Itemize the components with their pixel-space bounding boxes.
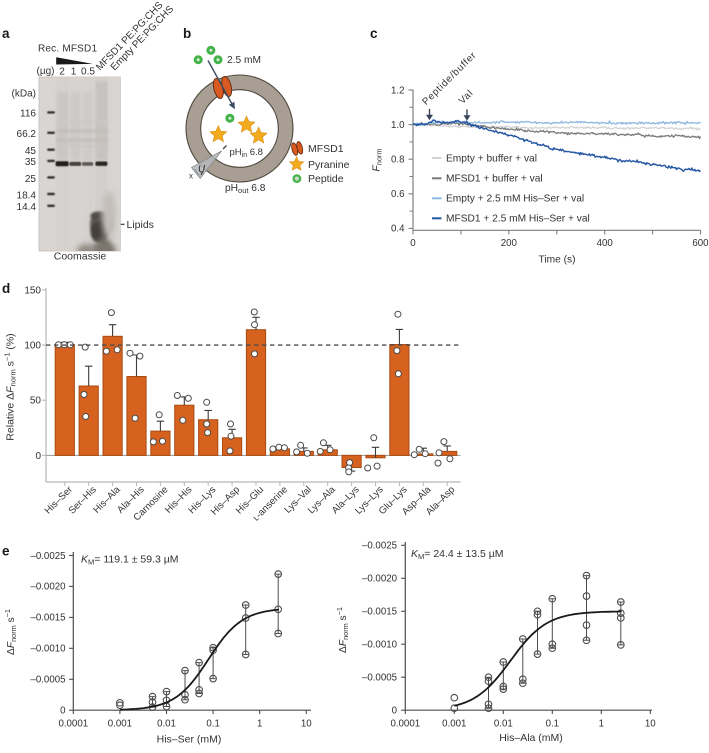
- svg-text:0.4: 0.4: [391, 224, 405, 235]
- svg-text:–0.0015: –0.0015: [362, 607, 397, 618]
- svg-text:0.1: 0.1: [546, 719, 559, 730]
- svg-text:(µg): (µg): [37, 66, 55, 77]
- svg-text:10: 10: [301, 719, 312, 730]
- svg-text:35: 35: [25, 157, 37, 168]
- svg-text:400: 400: [597, 238, 614, 249]
- svg-text:50: 50: [30, 396, 42, 407]
- svg-text:pHout 6.8: pHout 6.8: [225, 183, 266, 195]
- svg-text:14.4: 14.4: [17, 202, 37, 213]
- svg-text:Empty + buffer + val: Empty + buffer + val: [446, 153, 537, 164]
- svg-text:–0.0005: –0.0005: [30, 675, 65, 686]
- svg-text:a: a: [2, 26, 10, 41]
- svg-text:pHin 6.8: pHin 6.8: [230, 147, 263, 159]
- svg-text:0.5: 0.5: [81, 67, 95, 78]
- svg-text:600: 600: [692, 238, 709, 249]
- svg-text:1.0: 1.0: [391, 120, 405, 131]
- svg-text:–0.0010: –0.0010: [30, 644, 66, 655]
- svg-text:Rec. MFSD1: Rec. MFSD1: [38, 44, 97, 55]
- svg-text:0.001: 0.001: [442, 719, 466, 730]
- svg-text:Coomassie: Coomassie: [54, 251, 107, 263]
- svg-text:116: 116: [20, 109, 36, 120]
- svg-text:–0.0025: –0.0025: [362, 541, 397, 552]
- svg-text:x: x: [189, 172, 193, 181]
- svg-text:1: 1: [599, 719, 604, 730]
- svg-text:–0.0015: –0.0015: [30, 613, 65, 624]
- svg-text:KM= 119.1 ± 59.3 µM: KM= 119.1 ± 59.3 µM: [81, 554, 179, 567]
- svg-text:1: 1: [257, 719, 262, 730]
- svg-text:MFSD1 + 2.5 mM His–Ser + val: MFSD1 + 2.5 mM His–Ser + val: [446, 214, 590, 225]
- svg-text:0: 0: [410, 238, 416, 249]
- svg-text:–0.0005: –0.0005: [362, 673, 397, 684]
- svg-text:b: b: [183, 26, 191, 41]
- svg-text:0.01: 0.01: [494, 719, 513, 730]
- svg-text:MFSD1: MFSD1: [308, 143, 344, 155]
- svg-text:150: 150: [24, 285, 41, 296]
- svg-text:0.1: 0.1: [206, 719, 219, 730]
- svg-text:0: 0: [392, 706, 398, 717]
- svg-text:0.01: 0.01: [157, 719, 176, 730]
- svg-text:KM= 24.4 ± 13.5 µM: KM= 24.4 ± 13.5 µM: [411, 548, 504, 561]
- svg-text:–0.0020: –0.0020: [362, 574, 398, 585]
- svg-text:10: 10: [645, 719, 656, 730]
- svg-text:18.4: 18.4: [17, 190, 37, 201]
- svg-text:(kDa): (kDa): [12, 89, 36, 100]
- svg-text:45: 45: [25, 146, 37, 157]
- svg-text:c: c: [370, 26, 378, 41]
- svg-text:0: 0: [35, 451, 41, 462]
- svg-text:MFSD1 + buffer + val: MFSD1 + buffer + val: [446, 174, 543, 185]
- svg-text:0.0001: 0.0001: [58, 719, 88, 730]
- svg-text:ΔFnorm s−1: ΔFnorm s−1: [3, 609, 18, 655]
- svg-text:–0.0025: –0.0025: [30, 551, 65, 562]
- svg-text:2.5 mM: 2.5 mM: [227, 55, 261, 66]
- svg-text:Peptide: Peptide: [308, 173, 344, 185]
- svg-text:Lipids: Lipids: [127, 219, 154, 231]
- svg-text:–0.0010: –0.0010: [362, 640, 398, 651]
- svg-text:Pyranine: Pyranine: [308, 159, 350, 171]
- svg-text:His–Ala (mM): His–Ala (mM): [499, 732, 563, 744]
- svg-text:His–Ser (mM): His–Ser (mM): [157, 734, 222, 746]
- svg-text:0: 0: [60, 706, 66, 717]
- svg-text:Relative ΔFnorm s−1 (%): Relative ΔFnorm s−1 (%): [3, 333, 18, 440]
- svg-text:1: 1: [71, 67, 77, 78]
- svg-text:66.2: 66.2: [17, 129, 37, 140]
- svg-text:e: e: [2, 544, 10, 559]
- svg-text:Fnorm: Fnorm: [372, 149, 384, 172]
- svg-text:100: 100: [24, 341, 41, 352]
- svg-text:1.2: 1.2: [391, 85, 404, 96]
- svg-text:d: d: [2, 281, 10, 296]
- svg-text:Time (s): Time (s): [539, 255, 576, 266]
- svg-text:0.0001: 0.0001: [390, 719, 420, 730]
- svg-text:25: 25: [25, 174, 37, 185]
- svg-text:200: 200: [501, 238, 518, 249]
- svg-text:ΔFnorm s−1: ΔFnorm s−1: [335, 607, 350, 653]
- svg-text:0.8: 0.8: [391, 155, 404, 166]
- svg-text:2: 2: [59, 67, 65, 78]
- svg-text:0.6: 0.6: [391, 189, 404, 200]
- svg-text:–0.0020: –0.0020: [30, 582, 66, 593]
- svg-text:Empty + 2.5 mM His–Ser + val: Empty + 2.5 mM His–Ser + val: [446, 194, 584, 205]
- svg-text:0.001: 0.001: [108, 719, 132, 730]
